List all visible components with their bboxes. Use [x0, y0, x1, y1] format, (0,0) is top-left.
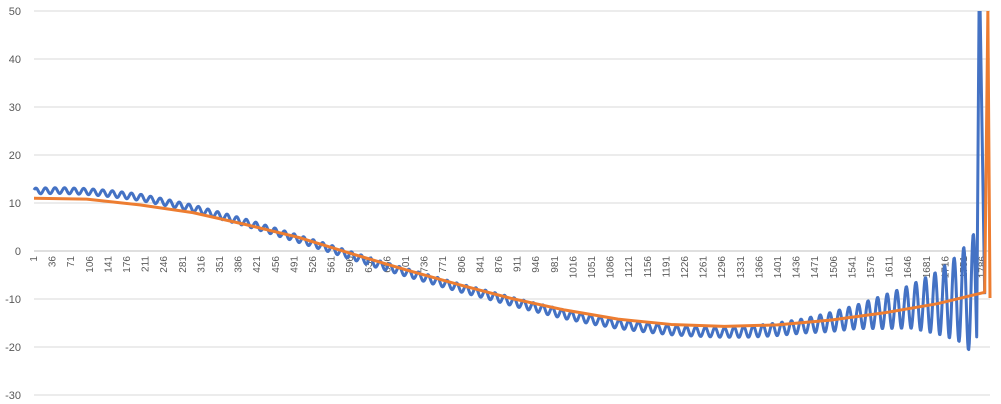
x-axis-tick-labels: 1 36 71 106 141 176 211 246 281 316 351 386 421 456 49…: [29, 256, 989, 279]
x-tick-label: 246: [159, 256, 170, 273]
x-tick-label: 36: [48, 256, 59, 268]
x-tick-label: 1191: [661, 256, 672, 278]
x-tick-label: 351: [215, 256, 226, 273]
gridlines: [34, 10, 990, 396]
x-tick-label: 1: [29, 256, 40, 262]
x-tick-label: 1086: [606, 256, 617, 279]
x-tick-label: 701: [401, 256, 412, 273]
y-tick-label: 50: [9, 6, 21, 18]
x-tick-label: 316: [196, 256, 207, 273]
x-tick-label: 281: [178, 256, 189, 273]
x-tick-label: 386: [234, 256, 245, 273]
x-tick-label: 421: [252, 256, 263, 273]
x-tick-label: 946: [531, 256, 542, 273]
x-tick-label: 141: [103, 256, 114, 273]
y-tick-label: 40: [9, 54, 21, 66]
x-tick-label: 631: [364, 256, 375, 273]
x-tick-label: 806: [457, 256, 468, 273]
x-tick-label: 911: [513, 256, 524, 272]
y-tick-label: -10: [5, 294, 21, 306]
x-tick-label: 1646: [903, 256, 914, 279]
x-tick-label: 596: [345, 256, 356, 273]
x-tick-label: 736: [420, 256, 431, 273]
x-tick-label: 1016: [568, 256, 579, 279]
y-tick-label: 0: [15, 246, 21, 258]
x-tick-label: 1331: [736, 256, 747, 279]
x-tick-label: 1576: [866, 256, 877, 279]
x-tick-label: 1296: [717, 256, 728, 279]
x-tick-label: 561: [327, 256, 338, 273]
x-tick-label: 456: [271, 256, 282, 273]
y-tick-label: 20: [9, 150, 21, 162]
x-tick-label: 1436: [792, 256, 803, 279]
y-axis-tick-labels: 50 40 30 20 10 0 -10 -20 -30: [5, 6, 21, 402]
x-tick-label: 176: [122, 256, 133, 273]
x-tick-label: 106: [85, 256, 96, 273]
y-tick-label: -30: [5, 390, 21, 402]
x-tick-label: 526: [308, 256, 319, 273]
x-tick-label: 1261: [699, 256, 710, 279]
y-tick-label: -20: [5, 342, 21, 354]
x-tick-label: 841: [475, 256, 486, 273]
y-tick-label: 10: [9, 198, 21, 210]
series-line-2: [33, 11, 992, 328]
x-tick-label: 1226: [680, 256, 691, 279]
x-tick-label: 71: [66, 256, 77, 268]
x-tick-label: 1471: [810, 256, 821, 279]
x-tick-label: 1366: [754, 256, 765, 279]
y-tick-label: 30: [9, 102, 21, 114]
x-tick-label: 1051: [587, 256, 598, 279]
series-lines: [32, 11, 992, 352]
x-tick-label: 1506: [829, 256, 840, 279]
x-tick-label: 1401: [773, 256, 784, 279]
x-tick-label: 1541: [847, 256, 858, 279]
x-tick-label: 1611: [885, 256, 896, 278]
x-tick-label: 1121: [624, 256, 635, 278]
x-tick-label: 491: [289, 256, 300, 273]
x-tick-label: 1156: [643, 256, 654, 278]
x-tick-label: 211: [141, 256, 152, 272]
x-tick-label: 981: [550, 256, 561, 273]
x-tick-label: 1681: [922, 256, 933, 279]
x-tick-label: 771: [438, 256, 449, 273]
x-tick-label: 876: [494, 256, 505, 273]
